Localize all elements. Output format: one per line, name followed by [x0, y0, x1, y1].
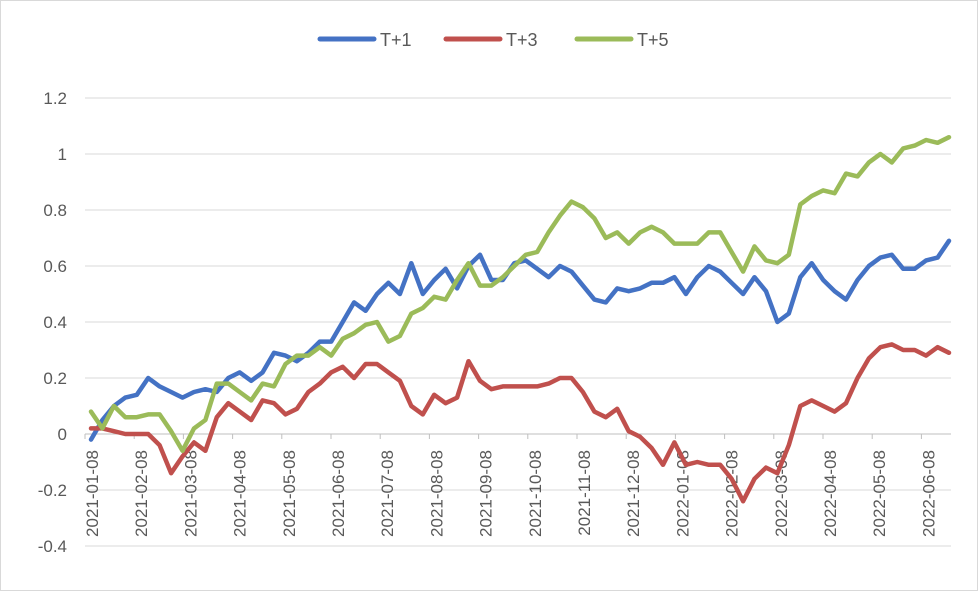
- x-tick-label: 2021-05-08: [280, 450, 299, 537]
- legend-label: T+5: [637, 30, 669, 50]
- x-tick-label: 2021-09-08: [477, 450, 496, 537]
- y-tick-label: 1: [58, 145, 67, 164]
- x-tick-label: 2021-07-08: [378, 450, 397, 537]
- x-tick-label: 2021-10-08: [526, 450, 545, 537]
- y-tick-label: 0.8: [43, 201, 67, 220]
- y-tick-label: 0.6: [43, 257, 67, 276]
- legend-label: T+3: [506, 30, 538, 50]
- legend: T+1 T+3 T+5: [317, 30, 669, 50]
- y-tick-label: 0.2: [43, 369, 67, 388]
- x-tick-label: 2021-06-08: [329, 450, 348, 537]
- y-tick-label: 1.2: [43, 89, 67, 108]
- x-tick-label: 2021-02-08: [132, 450, 151, 537]
- series-line-t5: [88, 134, 952, 454]
- x-tick-label: 2021-03-08: [181, 450, 200, 537]
- y-axis-labels: -0.4 -0.2 0 0.2 0.4 0.6 0.8 1 1.2: [38, 89, 67, 556]
- x-tick-label: 2022-01-08: [673, 450, 692, 537]
- y-tick-label: -0.4: [38, 537, 67, 556]
- x-tick-label: 2021-12-08: [624, 450, 643, 537]
- x-tick-label: 2021-01-08: [83, 450, 102, 537]
- series-line-t1: [88, 238, 952, 442]
- series-lines: [88, 134, 952, 504]
- legend-label: T+1: [380, 30, 412, 50]
- x-axis-labels: 2021-01-08 2021-02-08 2021-03-08 2021-04-08…: [83, 434, 938, 537]
- x-tick-label: 2021-08-08: [427, 450, 446, 537]
- y-tick-label: -0.2: [38, 481, 67, 500]
- y-tick-label: 0.4: [43, 313, 67, 332]
- x-tick-label: 2022-05-08: [870, 450, 889, 537]
- x-tick-label: 2021-04-08: [231, 450, 250, 537]
- x-tick-label: 2021-11-08: [575, 450, 594, 536]
- series-line-t3: [88, 342, 952, 504]
- x-tick-label: 2022-06-08: [919, 450, 938, 537]
- y-tick-label: 0: [58, 425, 67, 444]
- x-tick-label: 2022-04-08: [821, 450, 840, 537]
